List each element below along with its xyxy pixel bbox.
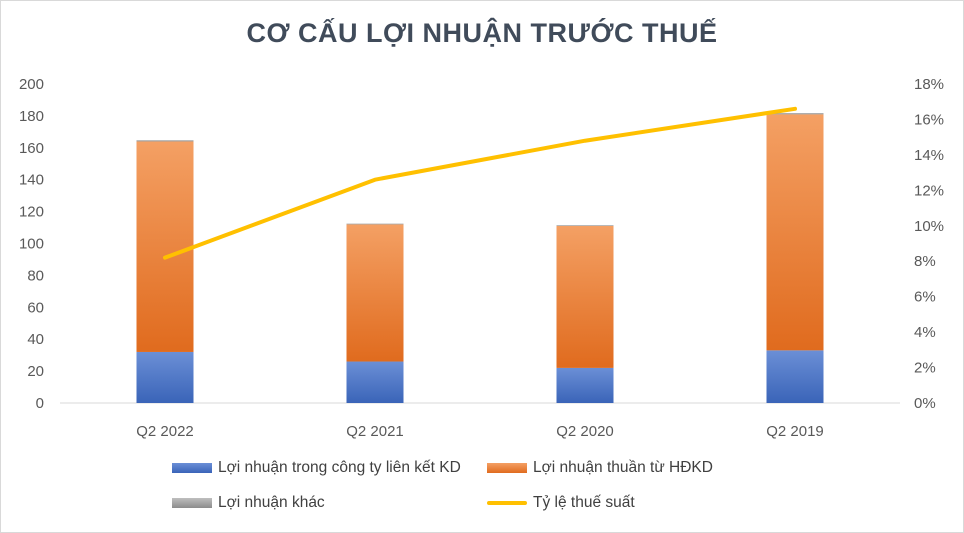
y-tick-label: 160 (19, 140, 44, 157)
legend-label-associates: Lợi nhuận trong công ty liên kết KD (218, 459, 461, 476)
legend-item-tax-rate: Tỷ lệ thuế suất (487, 494, 635, 512)
bar-associates (346, 361, 404, 403)
legend-item-other: Lợi nhuận khác (172, 494, 325, 512)
y2-tick-label: 4% (914, 324, 936, 341)
legend-item-operating: Lợi nhuận thuần từ HĐKD (487, 459, 713, 477)
bar-operating (556, 225, 614, 368)
y2-tick-label: 0% (914, 395, 936, 412)
x-tick-label: Q2 2020 (556, 423, 614, 440)
legend-label-operating: Lợi nhuận thuần từ HĐKD (533, 459, 713, 476)
y2-tick-label: 10% (914, 218, 944, 235)
y2-tick-label: 6% (914, 289, 936, 306)
y-tick-label: 40 (27, 331, 44, 348)
x-tick-label: Q2 2021 (346, 423, 404, 440)
y-tick-label: 0 (36, 395, 44, 412)
bar-other (136, 140, 194, 142)
y2-tick-label: 12% (914, 182, 944, 199)
y2-tick-label: 16% (914, 111, 944, 128)
x-tick-label: Q2 2019 (766, 423, 824, 440)
y2-tick-label: 8% (914, 253, 936, 270)
bar-operating (136, 141, 194, 352)
line-tax-rate (163, 106, 797, 260)
legend-swatch-associates (172, 463, 212, 473)
bar-operating (346, 224, 404, 362)
legend-swatch-tax-rate (487, 501, 527, 505)
y-tick-label: 80 (27, 267, 44, 284)
y-tick-label: 200 (19, 76, 44, 93)
bar-other (766, 113, 824, 115)
y-tick-label: 180 (19, 108, 44, 125)
bar-associates (556, 367, 614, 403)
y2-tick-label: 2% (914, 360, 936, 377)
y2-tick-label: 18% (914, 76, 944, 93)
bar-other (346, 223, 404, 225)
x-tick-label: Q2 2022 (136, 423, 194, 440)
bar-associates (766, 350, 824, 403)
bar-operating (766, 114, 824, 351)
y-tick-label: 100 (19, 236, 44, 253)
y2-tick-label: 14% (914, 147, 944, 164)
legend-swatch-operating (487, 463, 527, 473)
legend-swatch-other (172, 498, 212, 508)
legend-item-associates: Lợi nhuận trong công ty liên kết KD (172, 459, 461, 477)
y-tick-label: 140 (19, 172, 44, 189)
y-tick-label: 120 (19, 204, 44, 221)
y-tick-label: 20 (27, 363, 44, 380)
legend-label-other: Lợi nhuận khác (218, 494, 325, 511)
legend-label-tax-rate: Tỷ lệ thuế suất (533, 494, 635, 511)
chart-title: CƠ CẤU LỢI NHUẬN TRƯỚC THUẾ (246, 18, 718, 48)
bar-associates (136, 351, 194, 403)
bar-other (556, 225, 614, 226)
y-tick-label: 60 (27, 299, 44, 316)
